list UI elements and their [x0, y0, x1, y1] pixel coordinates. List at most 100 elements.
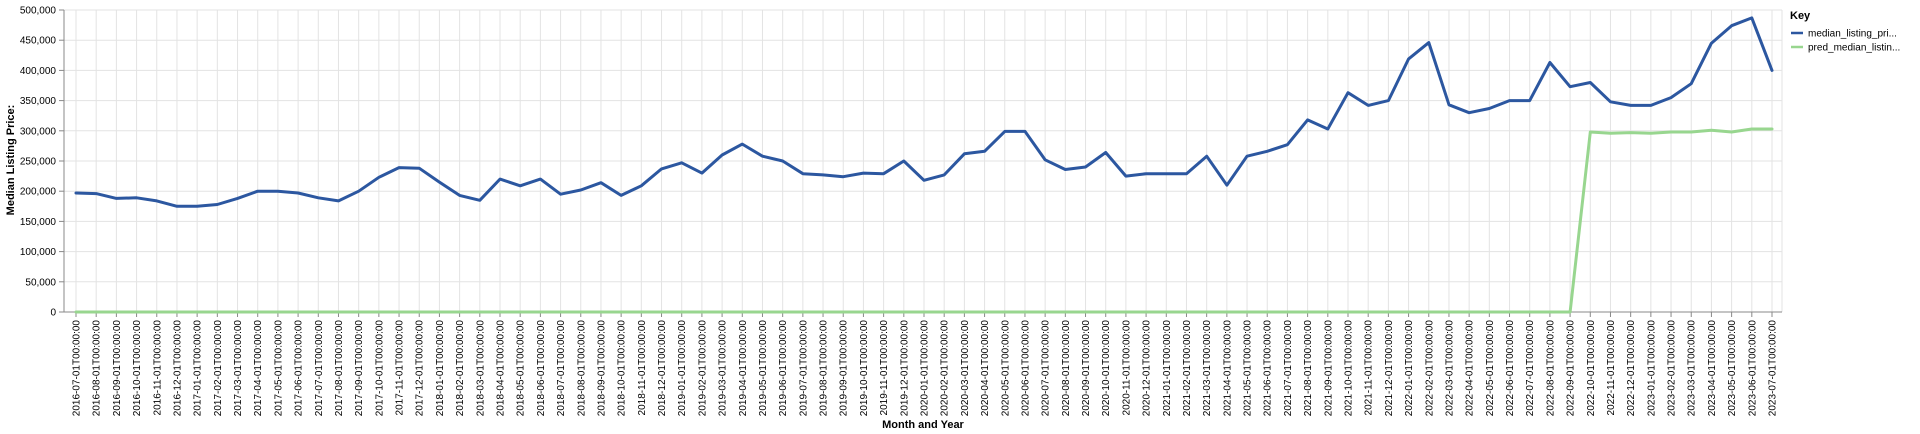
x-tick-label: 2017-11-01T00:00:00 — [395, 320, 406, 416]
x-tick-label: 2020-09-01T00:00:00 — [1081, 320, 1092, 417]
x-tick-label: 2017-09-01T00:00:00 — [354, 320, 365, 417]
x-tick-label: 2020-03-01T00:00:00 — [960, 320, 971, 417]
x-tick-label: 2018-10-01T00:00:00 — [617, 320, 628, 417]
y-tick-label: 150,000 — [20, 217, 57, 228]
series-layer — [74, 16, 1774, 314]
x-tick-label: 2023-06-01T00:00:00 — [1747, 320, 1758, 417]
x-tick-label: 2016-08-01T00:00:00 — [92, 320, 103, 417]
x-tick-label: 2019-07-01T00:00:00 — [798, 320, 809, 417]
x-tick-label: 2022-11-01T00:00:00 — [1606, 320, 1617, 416]
x-tick-label: 2022-03-01T00:00:00 — [1444, 320, 1455, 417]
x-tick-label: 2019-11-01T00:00:00 — [879, 320, 890, 416]
x-tick-label: 2019-01-01T00:00:00 — [677, 320, 688, 417]
x-tick-label: 2020-07-01T00:00:00 — [1041, 320, 1052, 417]
x-tick-label: 2019-04-01T00:00:00 — [738, 320, 749, 417]
x-tick-label: 2022-07-01T00:00:00 — [1525, 320, 1536, 417]
x-tick-label: 2018-05-01T00:00:00 — [516, 320, 527, 417]
legend-label: median_listing_pri... — [1808, 29, 1897, 40]
x-tick-label: 2022-08-01T00:00:00 — [1545, 320, 1556, 417]
x-tick-label: 2019-05-01T00:00:00 — [758, 320, 769, 417]
series-line-median-listing-pri — [74, 16, 1774, 208]
x-tick-label: 2019-03-01T00:00:00 — [718, 320, 729, 417]
y-tick-label: 450,000 — [20, 36, 57, 47]
grid-lines — [64, 9, 1783, 313]
y-tick-label: 300,000 — [20, 126, 57, 137]
x-tick-label: 2020-04-01T00:00:00 — [980, 320, 991, 417]
x-tick-label: 2020-01-01T00:00:00 — [920, 320, 931, 417]
series-line-pred-median-listin — [74, 127, 1774, 314]
x-tick-label: 2018-12-01T00:00:00 — [657, 320, 668, 417]
y-axis-title: Median Listing Price: — [5, 105, 17, 216]
x-tick-label: 2021-01-01T00:00:00 — [1162, 320, 1173, 417]
x-tick-label: 2022-12-01T00:00:00 — [1626, 320, 1637, 417]
x-tick-label: 2016-09-01T00:00:00 — [112, 320, 123, 417]
x-tick-label: 2019-10-01T00:00:00 — [859, 320, 870, 417]
x-tick-label: 2022-02-01T00:00:00 — [1424, 320, 1435, 417]
x-tick-label: 2016-11-01T00:00:00 — [152, 320, 163, 416]
x-tick-label: 2023-02-01T00:00:00 — [1667, 320, 1678, 417]
x-tick-label: 2017-03-01T00:00:00 — [233, 320, 244, 417]
x-tick-label: 2021-08-01T00:00:00 — [1303, 320, 1314, 417]
legend-label: pred_median_listin... — [1808, 43, 1900, 54]
x-tick-label: 2022-10-01T00:00:00 — [1586, 320, 1597, 417]
x-tick-label: 2016-10-01T00:00:00 — [132, 320, 143, 417]
x-tick-label: 2023-07-01T00:00:00 — [1768, 320, 1779, 417]
x-tick-label: 2017-06-01T00:00:00 — [294, 320, 305, 417]
x-tick-label: 2021-07-01T00:00:00 — [1283, 320, 1294, 417]
x-tick-label: 2017-07-01T00:00:00 — [314, 320, 325, 417]
y-axis: 0 50,000 100,000 150,000 200,000 250,000 300,0… — [20, 6, 65, 319]
x-tick-label: 2021-11-01T00:00:00 — [1364, 320, 1375, 416]
x-tick-label: 2020-05-01T00:00:00 — [1000, 320, 1011, 417]
x-tick-label: 2021-03-01T00:00:00 — [1202, 320, 1213, 417]
x-tick-label: 2017-12-01T00:00:00 — [415, 320, 426, 417]
x-tick-label: 2017-04-01T00:00:00 — [253, 320, 264, 417]
y-tick-label: 200,000 — [20, 187, 57, 198]
x-tick-label: 2022-09-01T00:00:00 — [1566, 320, 1577, 417]
x-tick-label: 2018-06-01T00:00:00 — [536, 320, 547, 417]
x-tick-label: 2022-05-01T00:00:00 — [1485, 320, 1496, 417]
x-tick-label: 2021-09-01T00:00:00 — [1323, 320, 1334, 417]
x-tick-label: 2020-10-01T00:00:00 — [1101, 320, 1112, 417]
legend-title: Key — [1790, 10, 1811, 22]
x-tick-label: 2018-01-01T00:00:00 — [435, 320, 446, 417]
x-tick-label: 2023-01-01T00:00:00 — [1646, 320, 1657, 417]
x-tick-label: 2019-12-01T00:00:00 — [899, 320, 910, 417]
x-axis: 2016-07-01T00:00:00 2016-08-01T00:00:00 20… — [64, 311, 1782, 417]
x-tick-label: 2021-10-01T00:00:00 — [1344, 320, 1355, 417]
x-tick-label: 2016-07-01T00:00:00 — [72, 320, 83, 417]
x-tick-label: 2021-04-01T00:00:00 — [1222, 320, 1233, 417]
x-tick-label: 2021-12-01T00:00:00 — [1384, 320, 1395, 417]
x-tick-label: 2019-02-01T00:00:00 — [697, 320, 708, 417]
x-tick-label: 2017-05-01T00:00:00 — [273, 320, 284, 417]
y-tick-label: 400,000 — [20, 66, 57, 77]
x-tick-label: 2022-01-01T00:00:00 — [1404, 320, 1415, 417]
x-tick-label: 2021-06-01T00:00:00 — [1263, 320, 1274, 417]
x-tick-label: 2023-05-01T00:00:00 — [1727, 320, 1738, 417]
x-tick-label: 2021-05-01T00:00:00 — [1243, 320, 1254, 417]
x-axis-title: Month and Year — [882, 419, 964, 431]
x-tick-label: 2022-04-01T00:00:00 — [1465, 320, 1476, 417]
y-tick-label: 250,000 — [20, 157, 57, 168]
x-tick-label: 2023-03-01T00:00:00 — [1687, 320, 1698, 417]
x-tick-label: 2018-02-01T00:00:00 — [455, 320, 466, 417]
x-tick-label: 2019-08-01T00:00:00 — [819, 320, 830, 417]
x-tick-label: 2019-06-01T00:00:00 — [778, 320, 789, 417]
y-tick-label: 350,000 — [20, 96, 57, 107]
x-tick-label: 2017-01-01T00:00:00 — [193, 320, 204, 417]
x-tick-label: 2018-09-01T00:00:00 — [596, 320, 607, 417]
x-tick-label: 2019-09-01T00:00:00 — [839, 320, 850, 417]
x-tick-label: 2017-10-01T00:00:00 — [374, 320, 385, 417]
x-tick-label: 2021-02-01T00:00:00 — [1182, 320, 1193, 417]
x-tick-label: 2018-04-01T00:00:00 — [496, 320, 507, 417]
x-tick-label: 2020-11-01T00:00:00 — [1121, 320, 1132, 416]
x-tick-label: 2018-03-01T00:00:00 — [475, 320, 486, 417]
y-tick-label: 50,000 — [25, 277, 56, 288]
x-tick-label: 2020-08-01T00:00:00 — [1061, 320, 1072, 417]
legend: Key median_listing_pri... pred_median_lis… — [1790, 10, 1900, 54]
x-tick-label: 2018-07-01T00:00:00 — [556, 320, 567, 417]
x-tick-label: 2017-02-01T00:00:00 — [213, 320, 224, 417]
x-tick-label: 2023-04-01T00:00:00 — [1707, 320, 1718, 417]
x-tick-label: 2022-06-01T00:00:00 — [1505, 320, 1516, 417]
